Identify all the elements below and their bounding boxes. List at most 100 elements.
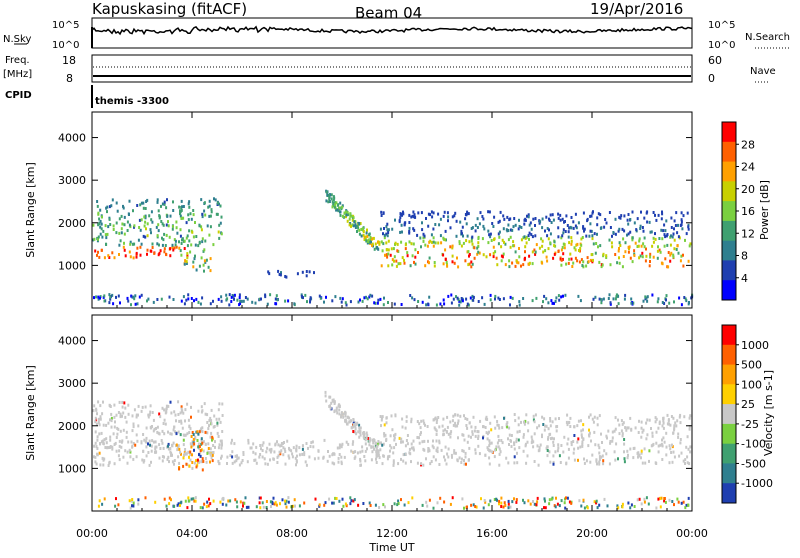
data-cell (550, 221, 553, 224)
data-cell (421, 440, 424, 444)
data-cell (157, 223, 160, 227)
data-cell (384, 505, 386, 509)
data-cell (649, 230, 652, 234)
data-cell (338, 446, 341, 450)
data-cell (120, 440, 123, 444)
data-cell (111, 293, 114, 297)
data-cell (531, 299, 534, 303)
data-cell (439, 217, 442, 221)
data-cell (156, 430, 159, 434)
data-cell (180, 253, 183, 257)
data-cell (547, 427, 550, 431)
data-cell (173, 410, 176, 414)
data-cell (218, 223, 221, 227)
data-cell (386, 228, 389, 232)
data-cell (689, 450, 692, 454)
data-cell (180, 419, 183, 423)
data-cell (484, 453, 487, 457)
data-cell (159, 415, 162, 419)
data-cell (680, 211, 683, 215)
data-cell (639, 227, 642, 230)
data-cell (450, 453, 453, 457)
data-cell (120, 231, 123, 235)
data-cell (208, 418, 211, 422)
colorbar-swatch (722, 463, 736, 484)
data-cell (199, 506, 202, 510)
data-cell (543, 428, 546, 432)
data-cell (292, 446, 295, 450)
data-cell (527, 234, 530, 238)
data-cell (333, 409, 336, 413)
data-cell (138, 226, 141, 229)
data-cell (349, 496, 352, 500)
data-cell (296, 454, 298, 458)
data-cell (552, 454, 555, 458)
data-cell (387, 301, 389, 304)
data-cell (673, 238, 676, 242)
data-cell (400, 440, 402, 444)
data-cell (569, 416, 572, 420)
data-cell (207, 427, 210, 431)
colorbar-swatch (722, 201, 736, 222)
data-cell (178, 461, 181, 465)
data-cell (265, 506, 268, 509)
data-cell (663, 497, 666, 500)
data-cell (103, 294, 106, 298)
data-cell (295, 459, 298, 463)
data-cell (447, 455, 450, 459)
data-cell (640, 210, 642, 214)
data-cell (202, 263, 205, 267)
data-cell (563, 246, 566, 250)
data-cell (135, 251, 138, 255)
data-cell (333, 452, 336, 456)
data-cell (301, 447, 304, 451)
data-cell (437, 241, 440, 245)
data-cell (183, 302, 186, 306)
data-cell (126, 450, 129, 454)
colorbar-swatch (722, 161, 736, 182)
data-cell (611, 234, 613, 238)
data-cell (268, 442, 271, 446)
data-cell (158, 443, 161, 447)
data-cell (382, 242, 385, 246)
data-cell (408, 451, 411, 455)
data-cell (680, 501, 683, 505)
data-cell (527, 499, 530, 503)
data-cell (163, 247, 166, 251)
data-cell (192, 260, 195, 264)
data-cell (522, 236, 525, 240)
data-cell (675, 248, 678, 251)
data-cell (443, 210, 446, 214)
data-cell (180, 216, 183, 220)
data-cell (189, 427, 192, 431)
data-cell (350, 419, 352, 423)
data-cell (272, 457, 275, 461)
data-cell (345, 420, 348, 424)
data-cell (548, 228, 550, 232)
data-cell (414, 248, 417, 252)
data-cell (165, 404, 168, 408)
data-cell (655, 506, 658, 510)
data-cell (358, 423, 361, 427)
data-cell (665, 431, 668, 435)
data-cell (101, 235, 104, 239)
data-cell (555, 296, 558, 300)
data-cell (421, 300, 424, 304)
data-cell (596, 232, 598, 236)
data-cell (496, 420, 499, 423)
data-cell (630, 428, 633, 432)
data-cell (451, 455, 453, 459)
data-cell (481, 296, 484, 300)
data-cell (386, 457, 389, 461)
data-cell (134, 302, 137, 306)
data-cell (234, 454, 237, 458)
data-cell (258, 297, 261, 301)
data-cell (233, 297, 235, 301)
beam-title: Beam 04 (355, 4, 422, 22)
data-cell (382, 442, 385, 446)
data-cell (119, 239, 122, 243)
data-cell (558, 298, 561, 302)
data-cell (621, 505, 624, 509)
data-cell (659, 505, 662, 509)
